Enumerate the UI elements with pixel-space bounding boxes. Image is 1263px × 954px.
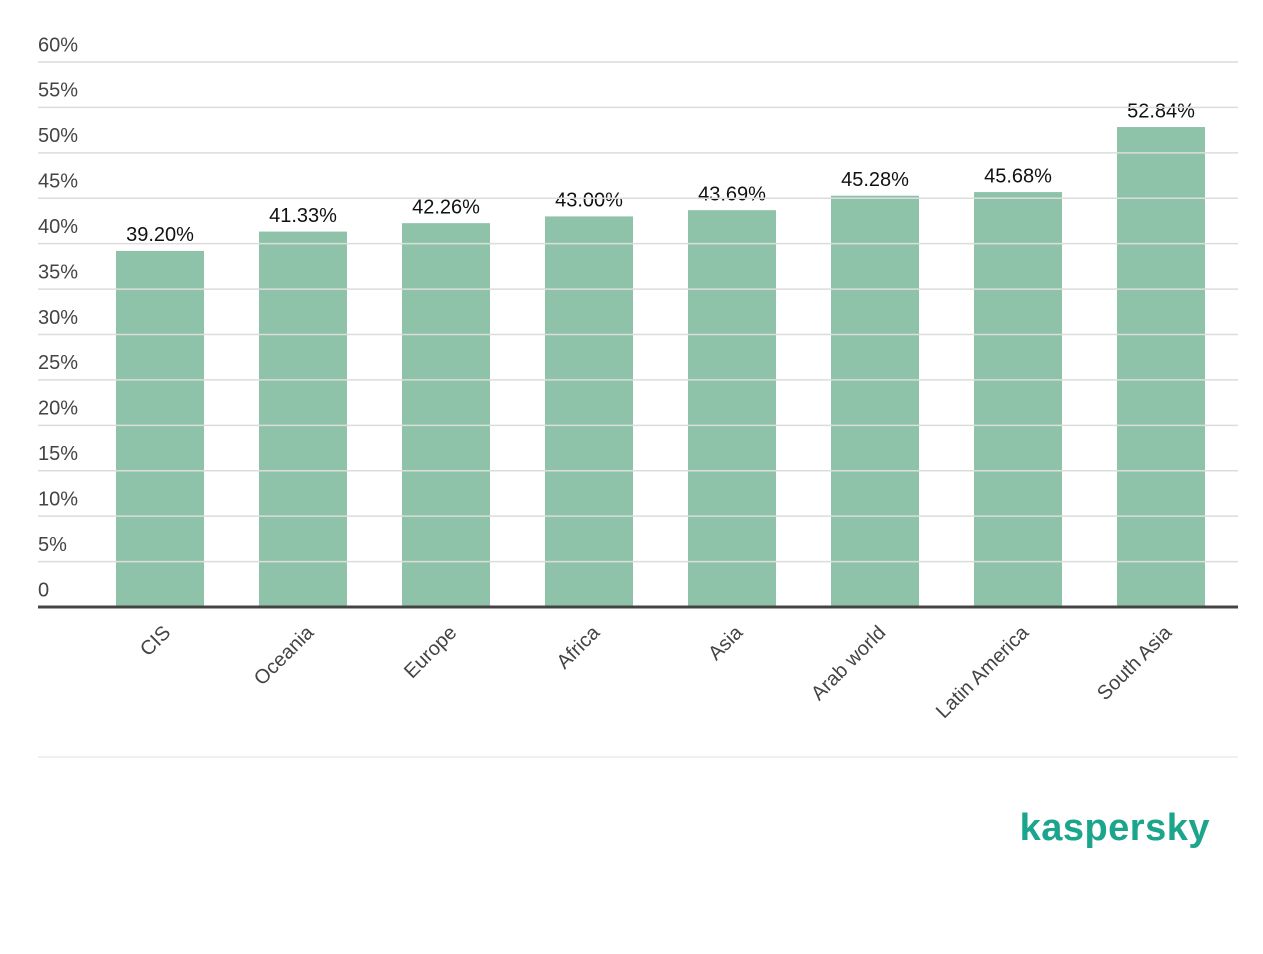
x-tick-label: Oceania (250, 621, 319, 690)
x-tick-label: Africa (553, 621, 605, 673)
y-tick-label: 0 (38, 579, 49, 601)
bar (1117, 127, 1205, 607)
x-tick-label: CIS (136, 622, 175, 661)
y-tick-label: 15% (38, 443, 78, 465)
x-tick-label: Asia (704, 621, 748, 665)
y-tick-label: 55% (38, 80, 78, 102)
value-label: 43.69% (698, 183, 766, 205)
value-label: 45.28% (841, 169, 909, 191)
value-label: 43.00% (555, 190, 623, 212)
y-tick-label: 50% (38, 125, 78, 147)
y-tick-label: 45% (38, 171, 78, 193)
y-tick-label: 60% (38, 34, 78, 56)
x-tick-label: South Asia (1093, 621, 1177, 705)
y-tick-label: 35% (38, 261, 78, 283)
y-tick-label: 40% (38, 216, 78, 238)
y-tick-label: 30% (38, 307, 78, 329)
logo: kaspersky (1020, 807, 1210, 849)
value-label: 42.26% (412, 196, 480, 218)
bar (974, 192, 1062, 607)
x-tick-label: Latin America (932, 621, 1034, 723)
bar (831, 195, 919, 607)
y-tick-label: 5% (38, 534, 67, 556)
bar (259, 231, 347, 608)
x-tick-label: Europe (400, 622, 461, 683)
bar (116, 250, 204, 607)
y-tick-label: 10% (38, 488, 78, 510)
value-label: 45.68% (984, 165, 1052, 187)
y-tick-label: 25% (38, 352, 78, 374)
value-label: 52.84% (1127, 100, 1195, 122)
bar (545, 216, 633, 607)
x-tick-label: Arab world (807, 622, 890, 705)
value-label: 39.20% (126, 224, 194, 246)
value-label: 41.33% (269, 205, 337, 227)
bar (402, 223, 490, 607)
bar (688, 210, 776, 607)
y-tick-label: 20% (38, 398, 78, 420)
